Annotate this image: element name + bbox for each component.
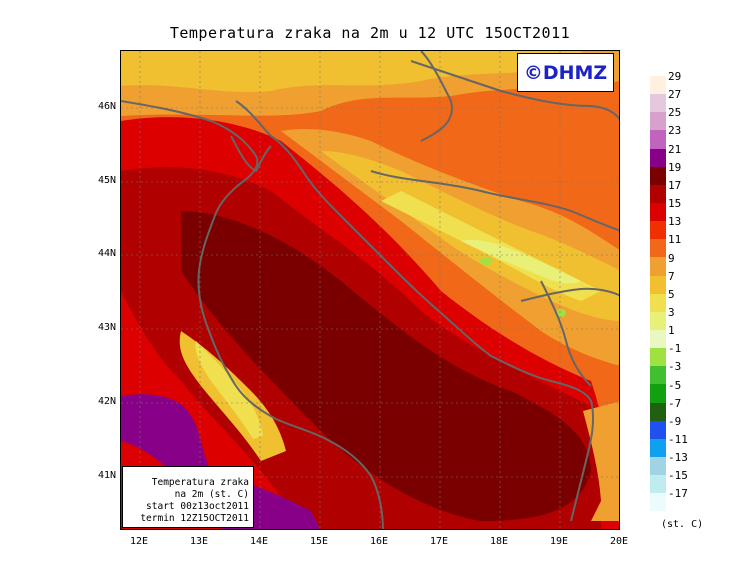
legend-label: -11 bbox=[668, 433, 688, 446]
lon-label-20e: 20E bbox=[609, 536, 629, 547]
legend-swatch bbox=[650, 257, 666, 276]
lat-label-44n: 44N bbox=[97, 248, 116, 259]
legend-swatch bbox=[650, 112, 666, 131]
lon-label-16e: 16E bbox=[369, 536, 389, 547]
legend-label: -13 bbox=[668, 451, 688, 465]
legend-swatch bbox=[650, 493, 666, 512]
lat-label-46n: 46N bbox=[97, 101, 116, 112]
dhmz-logo: ©DHMZ bbox=[517, 53, 614, 92]
temperature-map bbox=[120, 50, 620, 530]
legend-label: 15 bbox=[668, 197, 682, 211]
legend-swatch bbox=[650, 348, 666, 367]
legend-swatch bbox=[650, 402, 666, 421]
legend-swatch bbox=[650, 384, 666, 403]
legend-label: -3 bbox=[668, 360, 682, 374]
legend-label: 7 bbox=[668, 269, 675, 283]
legend-label: 21 bbox=[668, 142, 682, 156]
lat-label-45n: 45N bbox=[97, 175, 116, 186]
legend-label: -7 bbox=[668, 396, 682, 410]
legend-swatch bbox=[650, 366, 666, 385]
lat-label-42n: 42N bbox=[97, 396, 116, 407]
legend-swatch bbox=[650, 166, 666, 185]
info-line-3: start 00z13oct2011 bbox=[146, 501, 249, 512]
legend-label: 27 bbox=[668, 88, 682, 102]
legend-swatch bbox=[650, 221, 666, 240]
lon-label-15e: 15E bbox=[309, 536, 329, 547]
lat-label-43n: 43N bbox=[97, 322, 116, 333]
legend-unit: (st. C) bbox=[661, 519, 704, 530]
legend-swatch bbox=[650, 475, 666, 494]
map-title: Temperatura zraka na 2m u 12 UTC 15OCT20… bbox=[169, 24, 571, 42]
legend-label: -17 bbox=[668, 487, 688, 501]
info-line-2: na 2m (st. C) bbox=[174, 489, 249, 500]
info-line-1: Temperatura zraka bbox=[151, 477, 249, 488]
lon-label-19e: 19E bbox=[549, 536, 569, 547]
legend-swatch bbox=[650, 275, 666, 294]
legend-swatch bbox=[650, 76, 666, 95]
legend-swatch bbox=[650, 184, 666, 203]
legend-swatch bbox=[650, 94, 666, 113]
legend-label: 23 bbox=[668, 124, 682, 138]
info-box: Temperatura zraka na 2m (st. C) start 00… bbox=[122, 466, 254, 528]
legend-swatch bbox=[650, 420, 666, 439]
color-legend bbox=[650, 76, 666, 512]
legend-swatch bbox=[650, 148, 666, 167]
legend-label: -15 bbox=[668, 469, 688, 483]
legend-label: -9 bbox=[668, 414, 682, 428]
legend-swatch bbox=[650, 239, 666, 258]
legend-label: 19 bbox=[668, 160, 682, 174]
legend-label: 29 bbox=[668, 70, 682, 83]
legend-swatch bbox=[650, 293, 666, 312]
lon-label-13e: 13E bbox=[189, 536, 209, 547]
lon-label-18e: 18E bbox=[489, 536, 509, 547]
legend-swatch bbox=[650, 329, 666, 349]
legend-label: 5 bbox=[668, 287, 675, 301]
legend-swatch bbox=[650, 438, 666, 457]
legend-swatch bbox=[650, 130, 666, 149]
legend-swatch bbox=[650, 202, 666, 222]
legend-label: 17 bbox=[668, 178, 682, 192]
legend-label: 25 bbox=[668, 106, 682, 120]
legend-swatch bbox=[650, 311, 666, 330]
lon-label-14e: 14E bbox=[249, 536, 269, 547]
info-line-4: termin 12Z15OCT2011 bbox=[140, 513, 249, 524]
legend-label: -5 bbox=[668, 378, 682, 392]
legend-label: -1 bbox=[668, 342, 682, 356]
lon-label-12e: 12E bbox=[129, 536, 149, 547]
legend-label: 11 bbox=[668, 233, 682, 247]
lon-label-17e: 17E bbox=[429, 536, 449, 547]
legend-swatch bbox=[650, 456, 666, 476]
legend-label: 9 bbox=[668, 251, 675, 265]
legend-label: 13 bbox=[668, 215, 682, 229]
legend-label: 3 bbox=[668, 305, 675, 319]
lat-label-41n: 41N bbox=[97, 470, 116, 481]
legend-label: 1 bbox=[668, 324, 675, 338]
